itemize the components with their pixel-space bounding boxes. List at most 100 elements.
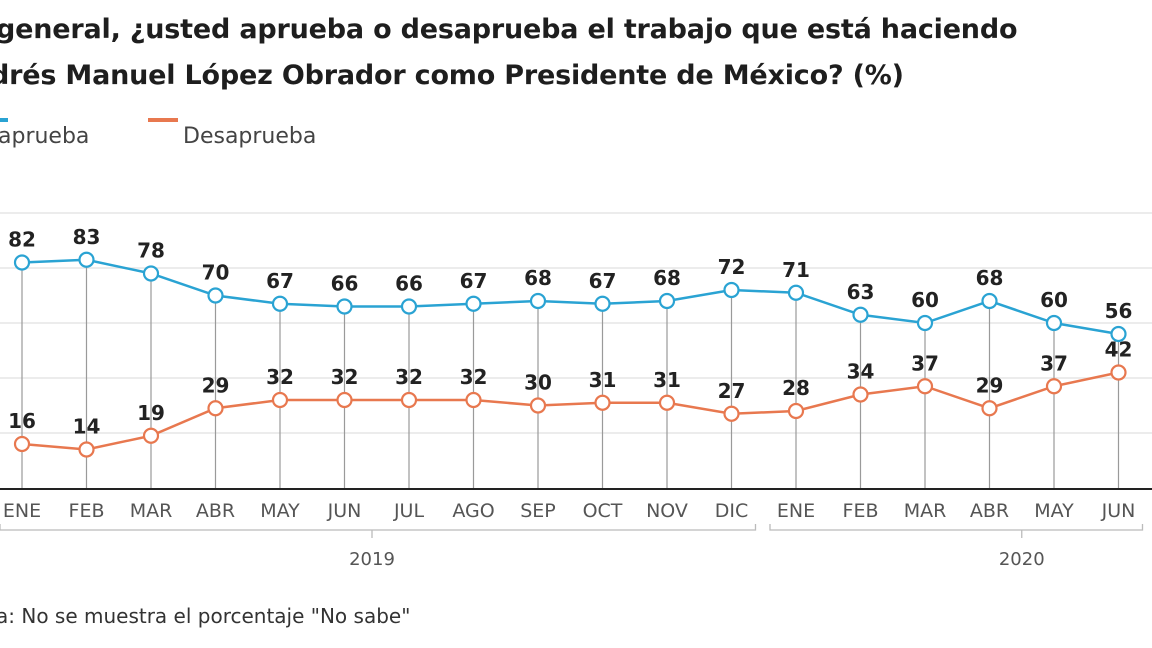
year-label: 2020: [999, 549, 1045, 570]
data-label-desaprueba: 19: [137, 401, 165, 425]
chart-title-line-2: drés Manuel López Obrador como President…: [0, 60, 904, 91]
data-point-aprueba: [852, 306, 869, 323]
year-bracket: [0, 524, 757, 531]
x-tick-label: MAY: [260, 500, 300, 522]
data-point-desaprueba: [529, 397, 547, 414]
data-point-desaprueba: [723, 405, 740, 422]
data-point-aprueba: [336, 298, 353, 315]
data-point-desaprueba: [336, 391, 353, 409]
data-label-desaprueba: 30: [524, 371, 552, 395]
data-label-aprueba: 71: [782, 258, 810, 282]
data-label-aprueba: 67: [266, 269, 294, 293]
data-point-desaprueba: [1110, 364, 1127, 381]
data-point-aprueba: [78, 251, 95, 268]
data-label-desaprueba: 28: [782, 376, 810, 400]
data-point-aprueba: [594, 295, 611, 312]
data-point-desaprueba: [981, 400, 998, 417]
data-label-aprueba: 63: [847, 280, 875, 304]
legend-label-desaprueba: Desaprueba: [183, 124, 317, 149]
data-label-aprueba: 56: [1105, 299, 1133, 323]
x-tick-label: AGO: [452, 500, 494, 522]
data-point-aprueba: [723, 281, 740, 299]
data-point-aprueba: [1110, 325, 1127, 343]
year-label: 2019: [349, 549, 395, 570]
x-tick-label: MAY: [1034, 500, 1074, 522]
chart-title-line-1: general, ¿usted aprueba o desaprueba el …: [0, 14, 1018, 45]
data-point-desaprueba: [594, 394, 611, 411]
data-point-desaprueba: [465, 391, 482, 409]
data-label-desaprueba: 16: [8, 409, 36, 433]
data-label-desaprueba: 32: [266, 365, 294, 389]
data-label-aprueba: 68: [653, 266, 681, 290]
data-point-aprueba: [916, 314, 934, 332]
year-bracket: [769, 524, 1144, 531]
data-point-aprueba: [13, 254, 31, 271]
chart-note: a: No se muestra el porcentaje "No sabe": [0, 604, 411, 628]
data-label-desaprueba: 37: [911, 351, 939, 375]
x-tick-label: JUL: [393, 500, 425, 522]
data-label-desaprueba: 29: [202, 373, 230, 397]
data-label-aprueba: 66: [395, 272, 423, 296]
data-point-desaprueba: [207, 400, 224, 417]
data-label-desaprueba: 32: [395, 365, 423, 389]
data-label-aprueba: 68: [976, 266, 1004, 290]
data-label-aprueba: 70: [202, 261, 230, 285]
data-label-desaprueba: 42: [1105, 338, 1133, 362]
data-point-aprueba: [981, 292, 998, 310]
data-point-desaprueba: [658, 394, 676, 411]
x-tick-label: FEB: [69, 500, 105, 522]
data-label-desaprueba: 32: [331, 365, 359, 389]
data-label-desaprueba: 34: [847, 360, 875, 384]
data-label-aprueba: 82: [8, 228, 36, 252]
data-point-aprueba: [207, 287, 224, 304]
x-tick-label: FEB: [843, 500, 879, 522]
data-point-aprueba: [1045, 314, 1063, 332]
series-line-desaprueba: [21, 371, 1119, 451]
data-point-desaprueba: [916, 378, 934, 395]
data-point-desaprueba: [13, 435, 31, 453]
legend-swatch-desaprueba: [148, 118, 178, 122]
x-tick-label: ENE: [3, 500, 41, 522]
data-label-desaprueba: 32: [460, 365, 488, 389]
data-label-desaprueba: 29: [976, 373, 1004, 397]
data-label-aprueba: 60: [1040, 288, 1068, 312]
data-label-aprueba: 60: [911, 288, 939, 312]
data-label-aprueba: 78: [137, 239, 165, 263]
legend-swatch-aprueba: [0, 118, 8, 122]
x-tick-label: MAR: [130, 500, 173, 522]
data-point-aprueba: [658, 292, 676, 310]
data-point-aprueba: [465, 295, 482, 312]
data-point-desaprueba: [787, 402, 805, 420]
data-label-desaprueba: 31: [653, 368, 681, 392]
data-label-desaprueba: 31: [589, 368, 617, 392]
data-point-desaprueba: [271, 391, 289, 409]
x-tick-label: MAR: [904, 500, 947, 522]
x-tick-label: ABR: [196, 500, 235, 522]
data-label-desaprueba: 37: [1040, 351, 1068, 375]
data-label-aprueba: 72: [718, 255, 746, 279]
data-point-desaprueba: [400, 391, 418, 409]
data-label-desaprueba: 14: [73, 415, 101, 439]
legend-label-aprueba: aprueba: [0, 124, 90, 149]
data-point-aprueba: [271, 295, 289, 312]
x-tick-label: JUN: [1101, 500, 1136, 522]
data-label-aprueba: 68: [524, 266, 552, 290]
x-tick-label: SEP: [520, 500, 556, 522]
x-tick-label: ABR: [970, 500, 1009, 522]
data-point-desaprueba: [1045, 378, 1063, 395]
x-tick-label: DIC: [715, 500, 749, 522]
x-tick-label: NOV: [646, 500, 688, 522]
series-line-aprueba: [21, 258, 1119, 336]
data-point-desaprueba: [78, 441, 95, 458]
data-label-aprueba: 67: [460, 269, 488, 293]
x-tick-label: ENE: [777, 500, 815, 522]
data-point-desaprueba: [142, 427, 160, 444]
data-label-aprueba: 66: [331, 272, 359, 296]
data-point-aprueba: [529, 292, 547, 310]
data-label-aprueba: 83: [73, 225, 101, 249]
x-tick-label: OCT: [583, 500, 623, 522]
data-label-desaprueba: 27: [718, 379, 746, 403]
x-tick-label: JUN: [327, 500, 362, 522]
data-label-aprueba: 67: [589, 269, 617, 293]
